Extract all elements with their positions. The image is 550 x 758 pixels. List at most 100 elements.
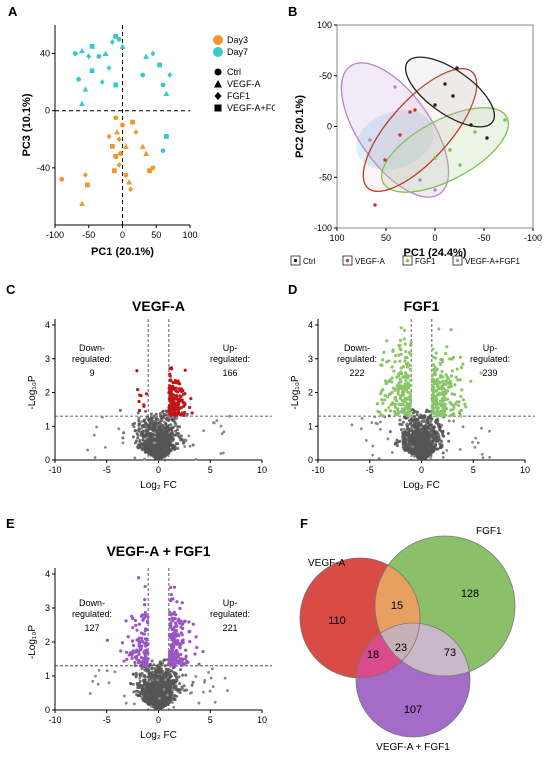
panel-letter-a: A (8, 4, 18, 19)
x-tick-label: 0 (156, 465, 161, 475)
data-point (458, 163, 462, 167)
x-tick-label: -100 (46, 230, 64, 240)
x-tick-label: -5 (103, 465, 111, 475)
data-point (398, 133, 402, 137)
x-tick-label: 50 (381, 233, 391, 243)
data-point (167, 72, 173, 78)
data-point (163, 90, 170, 96)
x-tick-label: 5 (208, 715, 213, 725)
y-tick-label: 0 (45, 455, 50, 465)
confidence-ellipse (362, 68, 478, 192)
y-axis-label: -Log₁₀P (290, 375, 301, 410)
data-point (76, 76, 82, 82)
y-tick-label: 0 (45, 106, 50, 116)
x-tick-label: -5 (366, 465, 374, 475)
data-point (143, 53, 150, 59)
y-tick-label: 2 (308, 388, 313, 398)
up-regulated-count: 221 (222, 623, 237, 633)
up-regulated-label: Up- (223, 598, 238, 608)
data-point (123, 172, 129, 178)
x-tick-label: -100 (524, 233, 542, 243)
plot-title: VEGF-A + FGF1 (106, 543, 210, 559)
y-axis-label: -Log₁₀P (27, 375, 38, 410)
venn-count: 107 (404, 704, 422, 716)
x-axis-label: PC1 (24.4%) (404, 247, 467, 259)
legend-label: Ctrl (227, 67, 241, 77)
data-point (109, 39, 115, 46)
data-point (147, 168, 152, 174)
y-tick-label: 100 (317, 20, 332, 30)
data-point (113, 34, 119, 39)
y-tick-label: 1 (45, 421, 50, 431)
panel-letter-c: C (6, 282, 16, 297)
x-tick-label: 0 (156, 715, 161, 725)
legend-label: VEGF-A+FGF1 (227, 103, 275, 113)
data-point (82, 86, 89, 92)
legend-label: VEGF-A+FGF1 (465, 257, 520, 266)
data-point (72, 51, 78, 56)
panel-letter-e: E (6, 516, 15, 531)
data-point (413, 108, 417, 112)
legend-label: FGF1 (227, 91, 250, 101)
venn-count: 110 (328, 615, 346, 627)
x-tick-label: 10 (257, 715, 267, 725)
data-point (119, 43, 126, 49)
down-regulated-count: 222 (349, 368, 364, 378)
data-point (122, 143, 129, 149)
x-tick-label: 5 (208, 465, 213, 475)
data-point (116, 162, 122, 168)
down-regulated-label: regulated: (337, 354, 377, 364)
data-point (150, 50, 156, 57)
data-point (79, 200, 85, 206)
legend-swatch (214, 80, 222, 88)
data-point (109, 144, 115, 149)
volcano-points (88, 576, 229, 712)
plot-title: VEGF-A (132, 298, 185, 314)
y-tick-label: 2 (45, 637, 50, 647)
legend-label: VEGF-A (355, 257, 385, 266)
y-tick-label: -50 (319, 172, 332, 182)
data-point (79, 100, 85, 106)
volcano-plot-vegf: VEGF-A -10 -5 0 5 10 0 1 2 3 4 Log₂ FC -Log₁₀P Down-r… (27, 298, 272, 491)
x-tick-label: -10 (48, 715, 61, 725)
x-axis-label: Log₂ FC (140, 730, 177, 741)
legend-swatch (213, 47, 223, 57)
y-tick-label: 2 (45, 388, 50, 398)
data-point (418, 178, 422, 182)
data-point (433, 103, 437, 107)
up-regulated-label: Up- (483, 343, 498, 353)
venn-set-label: VEGF-A + FGF1 (376, 742, 450, 753)
data-point (150, 165, 156, 171)
venn-count: 73 (444, 647, 456, 659)
volcano-points (86, 366, 231, 462)
legend-label: FGF1 (415, 257, 436, 266)
data-point (160, 82, 166, 88)
legend-swatch (214, 104, 222, 112)
data-point (118, 151, 123, 156)
x-tick-label: -10 (48, 465, 61, 475)
legend-swatch (214, 68, 222, 76)
venn-diagram: 110 128 107 15 18 73 23 VEGF-A FGF1 VEGF-A + FGF1 (299, 526, 516, 753)
down-regulated-label: regulated: (72, 354, 112, 364)
data-point (113, 115, 119, 121)
data-point (116, 136, 122, 143)
data-point (120, 122, 125, 128)
x-tick-label: -5 (103, 715, 111, 725)
data-point (89, 44, 95, 49)
x-tick-label: -50 (477, 233, 490, 243)
confidence-ellipse (380, 107, 510, 193)
y-tick-label: 4 (45, 569, 50, 579)
panel-letter-f: F (300, 516, 308, 531)
data-point (133, 129, 139, 136)
up-regulated-label: regulated: (470, 354, 510, 364)
up-regulated-label: Up- (223, 343, 238, 353)
y-tick-label: 4 (308, 320, 313, 330)
data-point (503, 118, 507, 122)
data-point (114, 129, 120, 135)
up-regulated-label: regulated: (210, 609, 250, 619)
y-tick-label: 1 (45, 671, 50, 681)
plot-title: FGF1 (404, 298, 440, 314)
data-point (126, 179, 133, 185)
y-tick-label: 0 (45, 705, 50, 715)
